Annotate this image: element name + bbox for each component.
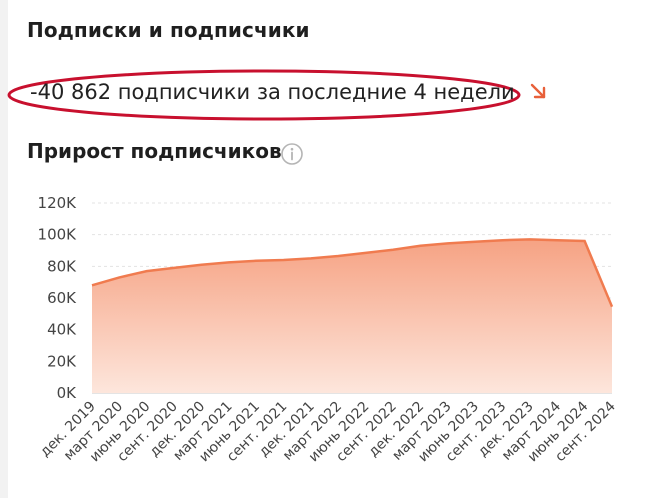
- y-tick-label: 20K: [47, 352, 77, 370]
- subscriber-delta-text: -40 862 подписчики за последние 4 недели: [30, 80, 515, 104]
- y-tick-label: 80K: [47, 257, 77, 275]
- section-title: Подписки и подписчики: [27, 18, 310, 42]
- arrow-down-right-icon: [530, 83, 546, 99]
- y-axis: 0K 20K 40K 60K 80K 100K 120K: [38, 194, 78, 402]
- info-icon[interactable]: [280, 142, 304, 166]
- y-tick-label: 60K: [47, 289, 77, 307]
- y-tick-label: 120K: [38, 194, 78, 212]
- highlight-oval-annotation: [7, 69, 521, 121]
- subscriber-delta: -40 862 подписчики за последние 4 недели: [6, 68, 522, 122]
- chart-line-series: [91, 238, 614, 308]
- y-tick-label: 100K: [38, 226, 78, 244]
- left-panel-edge: [0, 0, 8, 498]
- chart-title: Прирост подписчиков: [27, 139, 282, 163]
- y-tick-label: 0K: [57, 384, 78, 402]
- y-tick-label: 40K: [47, 321, 77, 339]
- chart-area-series: [92, 239, 612, 393]
